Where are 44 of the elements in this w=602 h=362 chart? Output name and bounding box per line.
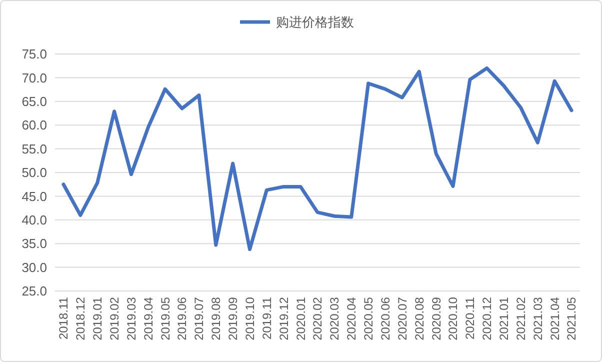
x-tick-label: 2019.01 (90, 296, 105, 340)
x-tick-label: 2021.01 (496, 296, 511, 340)
y-tick-label: 60.0 (22, 118, 47, 133)
y-tick-label: 50.0 (22, 165, 47, 180)
y-tick-label: 55.0 (22, 141, 47, 156)
x-tick-label: 2020.07 (395, 296, 410, 340)
y-tick-label: 65.0 (22, 94, 47, 109)
x-tick-label: 2019.11 (260, 296, 274, 340)
x-tick-label: 2019.10 (242, 296, 257, 340)
y-tick-label: 25.0 (22, 284, 47, 299)
x-tick-label: 2021.03 (530, 296, 545, 340)
x-tick-label: 2018.11 (56, 296, 71, 340)
x-tick-label: 2019.12 (276, 296, 291, 340)
y-tick-label: 30.0 (22, 260, 47, 275)
x-tick-label: 2020.02 (310, 296, 325, 340)
x-tick-label: 2019.03 (124, 296, 138, 340)
legend-label: 购进价格指数 (276, 14, 354, 30)
x-tick-label: 2019.05 (158, 296, 172, 340)
x-tick-label: 2020.12 (480, 296, 494, 340)
x-tick-label: 2020.05 (362, 296, 376, 340)
x-tick-label: 2020.06 (378, 296, 392, 340)
x-tick-label: 2021.05 (564, 296, 579, 340)
x-tick-label: 2019.08 (209, 296, 224, 340)
x-tick-label: 2020.10 (446, 296, 460, 340)
x-tick-label: 2020.01 (294, 296, 308, 340)
y-tick-label: 45.0 (22, 188, 47, 204)
y-tick-label: 70.0 (22, 70, 47, 86)
x-tick-label: 2020.04 (344, 296, 359, 340)
x-tick-label: 2018.12 (74, 296, 88, 340)
x-tick-label: 2020.03 (328, 296, 342, 340)
line-series (62, 66, 574, 252)
x-tick-label: 2021.04 (548, 296, 562, 340)
x-tick-label: 2019.04 (141, 296, 156, 340)
x-tick-label: 2020.08 (412, 296, 426, 340)
x-tick-label: 2020.09 (429, 296, 444, 340)
x-tick-label: 2021.02 (514, 296, 528, 340)
x-tick-label: 2019.02 (107, 296, 122, 340)
x-tick-label: 2020.11 (463, 296, 478, 340)
x-tick-label: 2019.09 (226, 296, 240, 340)
x-tick-label: 2019.07 (192, 296, 206, 340)
x-tick-label: 2019.06 (175, 296, 190, 340)
y-tick-label: 40.0 (22, 212, 47, 228)
y-tick-label: 75.0 (22, 46, 47, 62)
y-tick-label: 35.0 (22, 236, 47, 252)
